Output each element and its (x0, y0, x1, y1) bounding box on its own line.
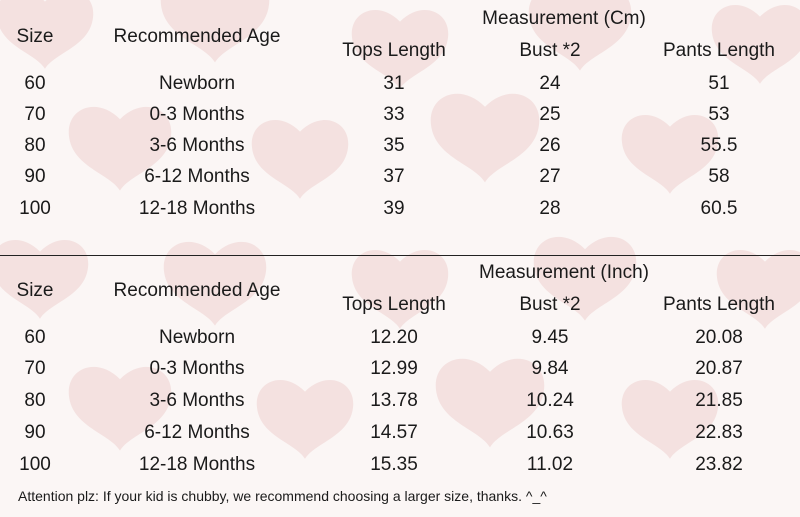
footer-note: Attention plz: If your kid is chubby, we… (18, 488, 547, 504)
cell-tops-length: 13.78 (370, 390, 418, 411)
cell-size: 90 (24, 422, 46, 443)
cell-age: 3-6 Months (149, 390, 245, 411)
cell-age: 6-12 Months (144, 422, 250, 443)
cell-pants-length: 22.83 (695, 422, 743, 443)
cell-bust: 9.45 (531, 327, 569, 348)
cell-age: 6-12 Months (144, 166, 250, 187)
cell-size: 60 (24, 73, 46, 94)
col-header-bust: Bust *2 (519, 294, 581, 315)
cell-pants-length: 51 (708, 73, 730, 94)
cell-tops-length: 39 (383, 198, 405, 219)
cell-tops-length: 15.35 (370, 454, 418, 475)
cell-bust: 26 (539, 135, 561, 156)
cell-size: 100 (19, 198, 51, 219)
cell-bust: 10.24 (526, 390, 574, 411)
col-header-size: Size (16, 280, 54, 301)
cell-age: 0-3 Months (149, 358, 245, 379)
col-header-pants-length: Pants Length (663, 40, 775, 61)
table-divider (0, 255, 800, 256)
col-header-tops-length: Tops Length (342, 294, 446, 315)
cell-pants-length: 20.87 (695, 358, 743, 379)
cell-size: 100 (19, 454, 51, 475)
col-header-tops-length: Tops Length (342, 40, 446, 61)
measurement-group-header: Measurement (Inch) (478, 262, 650, 283)
cell-tops-length: 37 (383, 166, 405, 187)
cell-size: 90 (24, 166, 46, 187)
cell-bust: 10.63 (526, 422, 574, 443)
measurement-group-header: Measurement (Cm) (482, 8, 646, 29)
cell-age: Newborn (158, 73, 236, 94)
cell-tops-length: 12.20 (370, 327, 418, 348)
cell-age: 3-6 Months (149, 135, 245, 156)
cell-bust: 27 (539, 166, 561, 187)
cell-size: 80 (24, 390, 46, 411)
col-header-age: Recommended Age (113, 26, 281, 47)
col-header-size: Size (16, 26, 54, 47)
cell-bust: 11.02 (526, 454, 574, 475)
cell-size: 80 (24, 135, 46, 156)
col-header-bust: Bust *2 (519, 40, 581, 61)
cell-pants-length: 20.08 (695, 327, 743, 348)
col-header-pants-length: Pants Length (663, 294, 775, 315)
cell-age: 0-3 Months (149, 104, 245, 125)
cell-tops-length: 14.57 (370, 422, 418, 443)
cell-tops-length: 35 (383, 135, 405, 156)
cell-bust: 25 (539, 104, 561, 125)
cell-pants-length: 21.85 (695, 390, 743, 411)
cell-bust: 9.84 (531, 358, 569, 379)
cell-age: Newborn (158, 327, 236, 348)
cell-pants-length: 23.82 (695, 454, 743, 475)
cell-bust: 28 (539, 198, 561, 219)
cell-tops-length: 33 (383, 104, 405, 125)
cell-tops-length: 31 (383, 73, 405, 94)
cell-pants-length: 53 (708, 104, 730, 125)
cell-size: 70 (24, 358, 46, 379)
cell-pants-length: 60.5 (700, 198, 738, 219)
col-header-age: Recommended Age (113, 280, 281, 301)
cell-size: 70 (24, 104, 46, 125)
cell-tops-length: 12.99 (370, 358, 418, 379)
cell-size: 60 (24, 327, 46, 348)
cell-pants-length: 55.5 (700, 135, 738, 156)
cell-age: 12-18 Months (138, 198, 256, 219)
cell-pants-length: 58 (708, 166, 730, 187)
cell-age: 12-18 Months (138, 454, 256, 475)
cell-bust: 24 (539, 73, 561, 94)
